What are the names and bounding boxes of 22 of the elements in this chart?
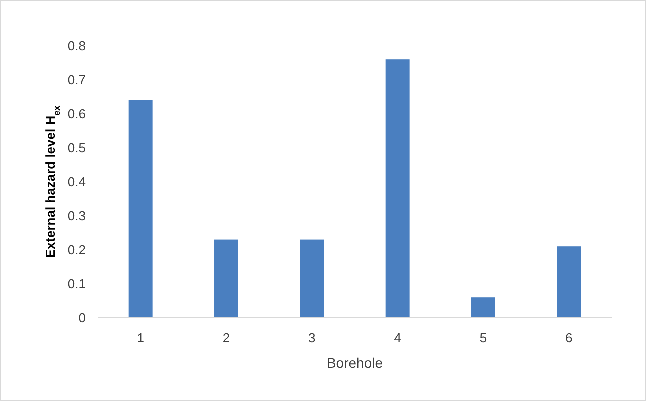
x-tick-label: 1 [137,330,144,346]
x-tick-label: 2 [222,330,230,346]
bar [472,298,496,318]
y-tick-label: 0.2 [68,242,86,258]
y-tick-label: 0.1 [68,276,86,292]
y-tick-label: 0.3 [68,208,86,224]
x-axis-title: Borehole [326,354,384,371]
y-tick-label: 0.4 [68,174,86,190]
bar [557,246,582,318]
x-tick-label: 5 [480,330,488,346]
y-tick-label: 0.5 [68,140,86,156]
y-tick-label: 0 [78,310,86,326]
x-tick-label: 3 [308,330,316,346]
x-tick-label: 4 [394,330,402,346]
x-tick-label: 6 [566,330,573,346]
y-tick-label: 0.6 [68,106,86,122]
bar [386,60,410,318]
y-tick-label: 0.8 [68,38,86,54]
bar [128,100,153,318]
y-tick-label: 0.7 [68,72,86,88]
bar [214,240,238,318]
bar [300,240,324,318]
